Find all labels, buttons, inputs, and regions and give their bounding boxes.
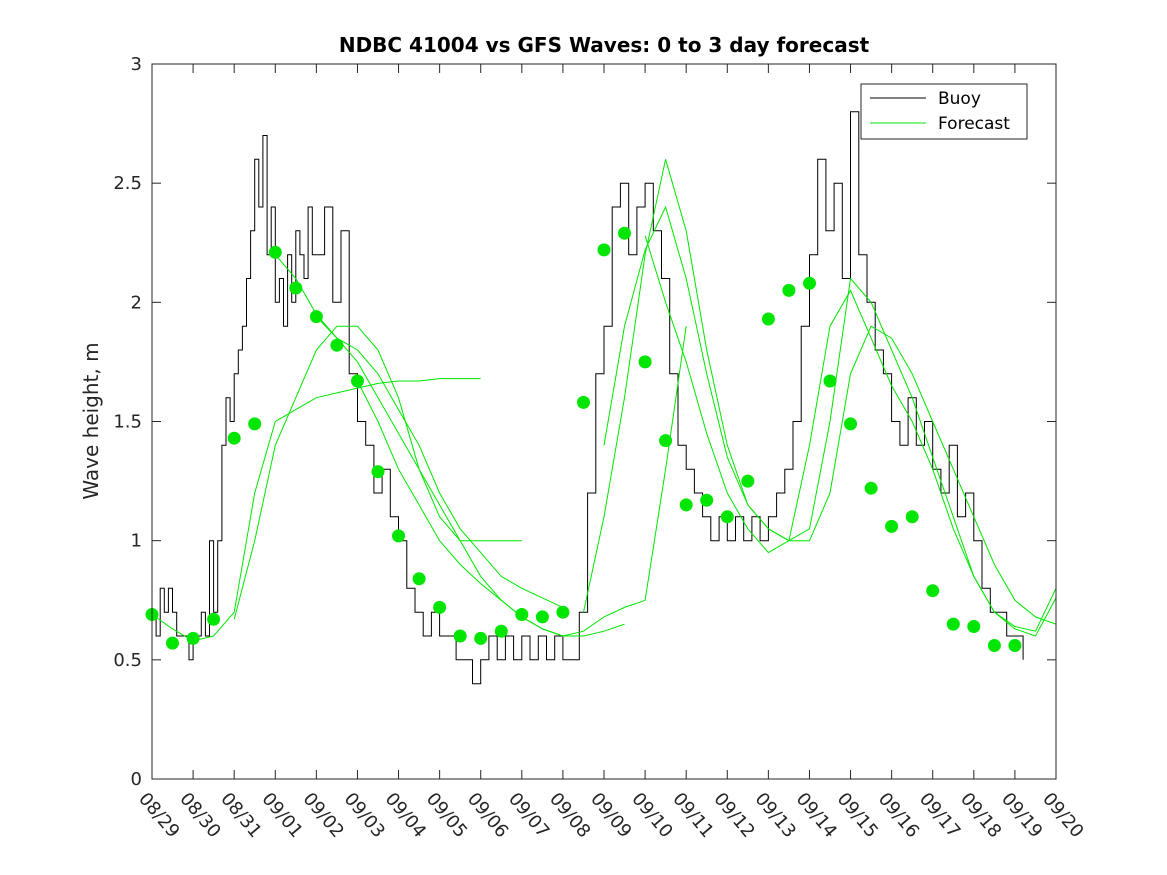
forecast-line: [233, 325, 522, 620]
chart-title: NDBC 41004 vs GFS Waves: 0 to 3 day fore…: [339, 33, 870, 57]
plot-frame: [151, 63, 1057, 780]
forecast-point: [166, 636, 179, 650]
forecast-point: [433, 600, 447, 614]
forecast-line: [151, 378, 481, 642]
legend-box: [860, 83, 1028, 140]
forecast-point: [844, 417, 857, 431]
forecast-point: [987, 639, 1001, 652]
buoy-line: [152, 111, 1024, 685]
y-tick-label: 0.5: [113, 650, 142, 671]
forecast-point: [864, 481, 878, 495]
forecast-point: [761, 312, 775, 326]
forecast-line: [583, 159, 1057, 625]
forecast-series: [151, 159, 1057, 642]
y-axis-label: Wave height, m: [79, 342, 103, 499]
forecast-point: [248, 417, 262, 431]
forecast-point: [494, 624, 508, 638]
y-tick-labels: 0 0.5 1 1.5 2 2.5 3: [113, 54, 142, 790]
forecast-point: [803, 276, 816, 290]
forecast-point: [638, 355, 652, 369]
forecast-point: [392, 529, 405, 543]
forecast-point: [618, 226, 631, 240]
forecast-point: [289, 281, 303, 295]
y-tick-label: 3: [131, 54, 142, 75]
forecast-point: [967, 620, 981, 633]
forecast-point: [412, 572, 426, 586]
forecast-line: [316, 316, 625, 637]
forecast-markers: [145, 226, 1022, 652]
forecast-point: [700, 493, 714, 507]
forecast-point: [268, 245, 282, 259]
forecast-point: [535, 610, 549, 624]
forecast-point: [515, 608, 529, 621]
legend-buoy-label: Buoy: [938, 89, 981, 109]
forecast-point: [330, 338, 344, 352]
plot-area: [152, 64, 1056, 779]
forecast-point: [556, 605, 570, 619]
forecast-point: [577, 395, 590, 409]
forecast-point: [1008, 639, 1022, 652]
forecast-point: [186, 631, 200, 645]
legend-forecast-label: Forecast: [938, 114, 1010, 134]
forecast-point: [227, 431, 241, 445]
forecast-point: [207, 612, 221, 626]
forecast-point: [309, 310, 323, 324]
legend: Buoy Forecast: [860, 83, 1028, 140]
forecast-point: [474, 631, 488, 645]
forecast-point: [720, 510, 734, 524]
forecast-point: [351, 374, 364, 388]
forecast-point: [597, 243, 611, 257]
forecast-point: [741, 474, 755, 488]
forecast-point: [905, 510, 919, 524]
y-tick-label: 2.5: [113, 173, 142, 194]
axis-ticks: [151, 63, 1057, 780]
forecast-point: [823, 374, 837, 388]
forecast-point: [371, 465, 385, 479]
forecast-point: [679, 498, 693, 512]
forecast-line: [644, 235, 1057, 637]
forecast-point: [782, 283, 796, 297]
forecast-point: [946, 617, 960, 631]
forecast-point: [926, 584, 940, 598]
y-tick-label: 1: [131, 531, 142, 552]
y-tick-label: 2: [131, 292, 142, 313]
forecast-point: [885, 519, 899, 533]
forecast-point: [453, 629, 467, 643]
forecast-line: [274, 254, 564, 608]
forecast-point: [659, 434, 673, 448]
y-tick-label: 1.5: [113, 412, 142, 433]
y-tick-label: 0: [131, 769, 142, 790]
buoy-series: [152, 111, 1024, 685]
